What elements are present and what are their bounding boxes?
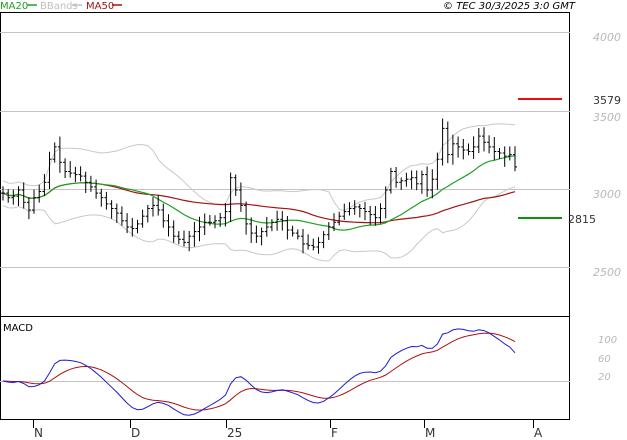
- x-tick-label: A: [534, 426, 543, 440]
- copyright-text: © TEC 30/3/2025 3:0 GMT: [443, 1, 576, 12]
- x-tick-label: F: [331, 426, 338, 440]
- macd-panel-frame: [0, 316, 570, 420]
- macd-title: MACD: [3, 323, 33, 334]
- legend-ma20-label: MA20: [0, 1, 28, 12]
- y-tick-label: 3000: [593, 188, 621, 201]
- price-panel-frame: [0, 12, 570, 317]
- bband-lower: [2, 186, 516, 262]
- macd-y-tick-label: 100: [598, 335, 617, 346]
- x-tick-label: M: [425, 426, 435, 440]
- x-tick-label: N: [34, 426, 43, 440]
- x-ticks: [33, 419, 534, 428]
- y-tick-label: 3500: [593, 111, 621, 124]
- grid-lines: [0, 32, 570, 382]
- support-marker-label: 2815: [568, 213, 596, 226]
- x-tick-label: 25: [227, 426, 242, 440]
- x-tick-label: D: [131, 426, 140, 440]
- y-tick-label: 2500: [593, 266, 621, 279]
- moving-averages: [2, 155, 516, 231]
- macd-line: [2, 328, 516, 416]
- bbands: [2, 123, 516, 262]
- resistance-marker-label: 3579: [593, 94, 621, 107]
- macd-y-tick-label: 60: [598, 354, 611, 365]
- macd-y-tick-label: 20: [598, 372, 611, 383]
- macd-lines: [2, 328, 516, 416]
- legend-ma50-label: MA50: [86, 1, 114, 12]
- bband-upper: [2, 123, 516, 212]
- ohlc-bars: [1, 118, 517, 254]
- ma20-line: [2, 155, 516, 231]
- legend-bbands-label: BBands: [40, 1, 78, 12]
- y-tick-label: 4000: [593, 31, 621, 44]
